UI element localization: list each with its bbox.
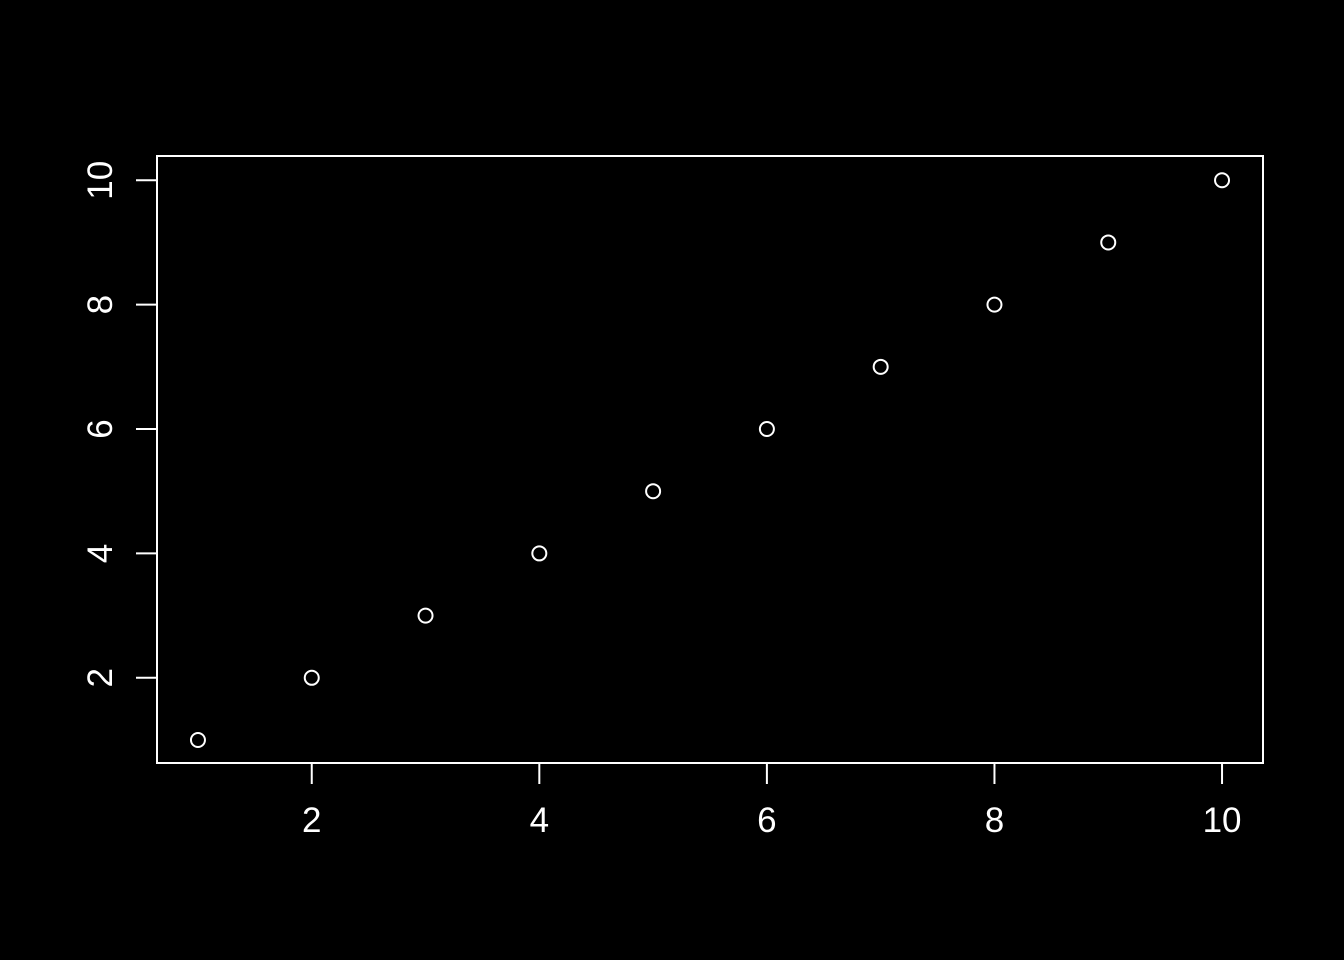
data-point: [986, 296, 1003, 313]
y-axis-tick-label: 10: [81, 161, 120, 200]
data-point: [189, 731, 206, 748]
data-point: [1214, 172, 1231, 189]
x-axis-tick-label: 6: [757, 801, 776, 840]
y-axis-tick-label: 4: [81, 544, 120, 563]
x-axis-tick-label: 10: [1203, 801, 1242, 840]
y-axis-tick-label: 2: [81, 668, 120, 687]
data-point: [645, 483, 662, 500]
data-point: [1100, 234, 1117, 251]
data-point: [303, 669, 320, 686]
y-axis-tick-label: 6: [81, 419, 120, 438]
data-point: [758, 421, 775, 438]
y-axis-tick-label: 8: [81, 295, 120, 314]
data-point: [872, 358, 889, 375]
x-axis-tick-label: 2: [302, 801, 321, 840]
data-point: [531, 545, 548, 562]
x-axis-tick-label: 8: [985, 801, 1004, 840]
data-point: [417, 607, 434, 624]
x-axis-tick-label: 4: [530, 801, 549, 840]
plot-box: [156, 155, 1264, 764]
